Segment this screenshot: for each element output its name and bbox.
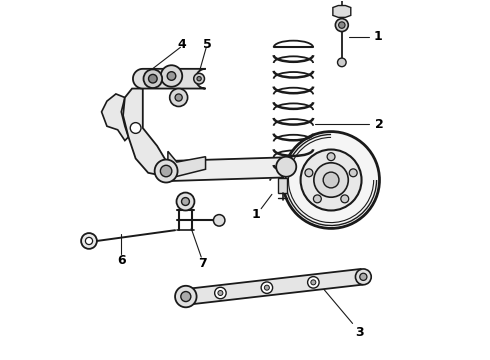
Circle shape — [327, 153, 335, 161]
Circle shape — [349, 169, 357, 177]
Circle shape — [265, 285, 270, 290]
Circle shape — [323, 172, 339, 188]
Polygon shape — [189, 269, 363, 305]
Polygon shape — [333, 5, 351, 17]
Circle shape — [175, 94, 182, 101]
Circle shape — [160, 165, 172, 177]
Polygon shape — [101, 94, 128, 140]
Circle shape — [144, 69, 162, 88]
Text: 5: 5 — [203, 38, 212, 51]
Circle shape — [338, 58, 346, 67]
Circle shape — [194, 73, 204, 84]
Circle shape — [161, 65, 182, 87]
Text: 1: 1 — [373, 30, 382, 43]
Circle shape — [181, 292, 191, 302]
Circle shape — [85, 237, 93, 244]
Circle shape — [339, 22, 345, 28]
Circle shape — [197, 77, 201, 81]
Text: 7: 7 — [198, 257, 207, 270]
Circle shape — [170, 89, 188, 107]
Text: 2: 2 — [375, 118, 384, 131]
Circle shape — [181, 198, 190, 206]
Polygon shape — [123, 89, 168, 176]
Circle shape — [261, 282, 272, 293]
Circle shape — [167, 72, 176, 80]
Text: 4: 4 — [177, 38, 186, 51]
Polygon shape — [133, 69, 205, 89]
Text: 3: 3 — [355, 326, 364, 339]
Circle shape — [215, 287, 226, 299]
Circle shape — [214, 215, 225, 226]
Circle shape — [335, 19, 348, 32]
Circle shape — [148, 75, 157, 83]
Circle shape — [308, 276, 319, 288]
Circle shape — [360, 273, 367, 280]
Circle shape — [341, 195, 349, 203]
Polygon shape — [168, 157, 283, 181]
Circle shape — [305, 169, 313, 177]
Circle shape — [175, 286, 196, 307]
Circle shape — [300, 149, 362, 211]
Circle shape — [283, 132, 379, 228]
Circle shape — [311, 280, 316, 285]
Circle shape — [155, 159, 177, 183]
Circle shape — [81, 233, 97, 249]
Polygon shape — [278, 178, 287, 193]
Circle shape — [314, 195, 321, 203]
Polygon shape — [168, 151, 205, 176]
Text: 6: 6 — [117, 254, 125, 267]
Circle shape — [176, 193, 195, 211]
Circle shape — [355, 269, 371, 285]
Circle shape — [218, 291, 223, 296]
Circle shape — [276, 157, 296, 177]
Circle shape — [130, 123, 141, 134]
Circle shape — [314, 163, 348, 197]
Text: 1: 1 — [251, 208, 260, 221]
